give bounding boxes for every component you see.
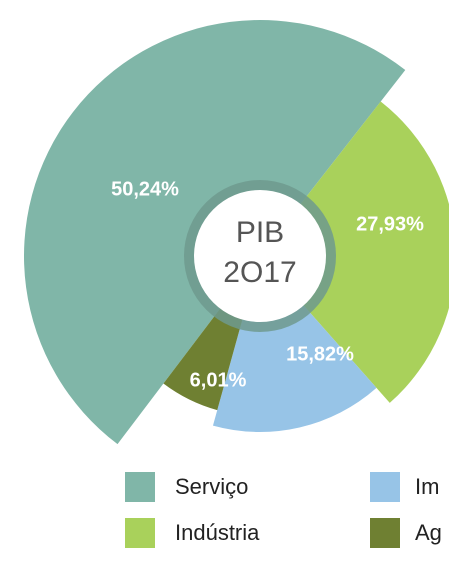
value-label: 27,93% <box>356 213 424 235</box>
legend-swatch <box>125 518 155 548</box>
legend-label: Ag <box>415 520 442 545</box>
legend-label: Serviço <box>175 474 248 499</box>
legend-label: Im <box>415 474 439 499</box>
value-label: 6,01% <box>190 369 247 391</box>
legend-swatch <box>125 472 155 502</box>
legend-swatch <box>370 518 400 548</box>
legend-label: Indústria <box>175 520 260 545</box>
center-text: PIB <box>236 216 284 249</box>
center-hole <box>194 190 326 322</box>
value-label: 15,82% <box>286 343 354 365</box>
value-label: 50,24% <box>111 178 179 200</box>
pie-slice <box>260 101 449 403</box>
legend-swatch <box>370 472 400 502</box>
center-text: 2O17 <box>223 256 296 289</box>
